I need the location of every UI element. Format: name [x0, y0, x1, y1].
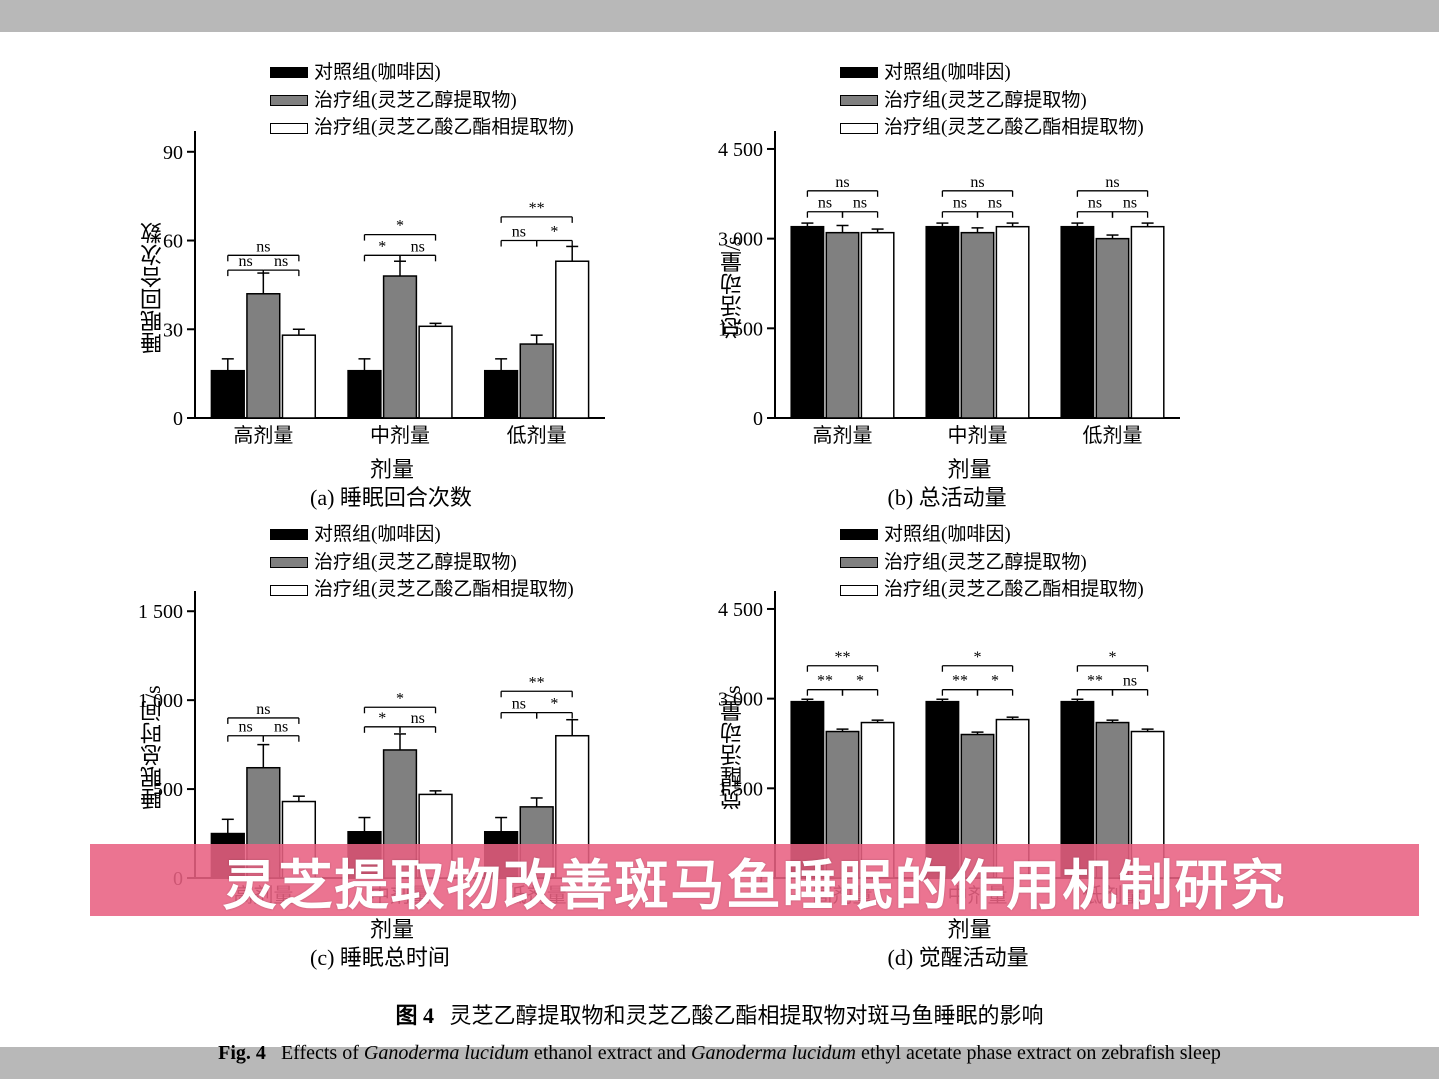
subtitle-b: (b) 总活动量 [888, 480, 1007, 512]
ylabel-b: 总活动量/s [717, 208, 749, 368]
svg-text:90: 90 [163, 142, 183, 164]
subtitle-a: (a) 睡眠回合次数 [310, 480, 472, 512]
svg-text:**: ** [529, 200, 545, 217]
svg-text:低剂量: 低剂量 [1083, 424, 1143, 447]
ylabel-a: 睡眠回合次数 [137, 208, 169, 368]
svg-text:ns: ns [818, 195, 832, 212]
svg-text:0: 0 [753, 408, 763, 430]
subtitle-c: (c) 睡眠总时间 [310, 940, 450, 972]
svg-text:高剂量: 高剂量 [233, 424, 293, 447]
svg-text:ns: ns [970, 174, 984, 191]
svg-text:ns: ns [411, 710, 425, 727]
svg-text:ns: ns [274, 719, 288, 736]
svg-text:ns: ns [512, 696, 526, 713]
svg-text:ns: ns [853, 195, 867, 212]
svg-text:**: ** [1087, 673, 1103, 690]
caption-en-after: ethyl acetate phase extract on zebrafish… [856, 1042, 1221, 1064]
svg-text:ns: ns [238, 719, 252, 736]
svg-text:ns: ns [835, 174, 849, 191]
svg-text:中剂量: 中剂量 [948, 424, 1008, 447]
svg-text:*: * [991, 673, 999, 690]
caption-en-before: Effects of [281, 1042, 364, 1064]
svg-text:4 500: 4 500 [718, 599, 763, 621]
svg-text:ns: ns [988, 195, 1002, 212]
svg-text:ns: ns [411, 238, 425, 255]
stage: 对照组(咖啡因)治疗组(灵芝乙醇提取物)治疗组(灵芝乙酸乙酯相提取物) 0306… [0, 0, 1439, 1079]
svg-text:ns: ns [953, 195, 967, 212]
ylabel-c: 睡眠总时间/s [137, 668, 169, 828]
caption-cn-text: 灵芝乙醇提取物和灵芝乙酸乙酯相提取物对斑马鱼睡眠的影响 [450, 1003, 1044, 1028]
svg-text:**: ** [835, 649, 851, 666]
svg-text:ns: ns [1105, 174, 1119, 191]
svg-text:*: * [856, 673, 864, 690]
caption-en-it2: Ganoderma lucidum [691, 1042, 856, 1064]
panel-a: 0306090高剂量nsnsns中剂量*ns*低剂量ns*** [135, 62, 695, 502]
svg-text:*: * [1109, 649, 1117, 666]
subtitle-d: (d) 觉醒活动量 [888, 940, 1029, 972]
svg-text:*: * [378, 710, 386, 727]
svg-text:*: * [396, 218, 404, 235]
svg-text:*: * [974, 649, 982, 666]
title-overlay-text: 灵芝提取物改善斑马鱼睡眠的作用机制研究 [223, 841, 1287, 920]
svg-text:4 500: 4 500 [718, 139, 763, 161]
svg-text:*: * [550, 224, 558, 241]
caption-en-mid: ethanol extract and [529, 1042, 691, 1064]
svg-text:中剂量: 中剂量 [370, 424, 430, 447]
caption-cn-tag: 图 4 [395, 1003, 434, 1028]
caption-en-it1: Ganoderma lucidum [364, 1042, 529, 1064]
caption-en-tag: Fig. 4 [218, 1042, 266, 1064]
svg-text:*: * [378, 238, 386, 255]
caption-en: Fig. 4 Effects of Ganoderma lucidum etha… [0, 1042, 1439, 1065]
svg-text:ns: ns [1123, 195, 1137, 212]
svg-text:1 500: 1 500 [138, 601, 183, 623]
svg-text:**: ** [529, 674, 545, 691]
svg-text:ns: ns [1088, 195, 1102, 212]
caption-cn: 图 4 灵芝乙醇提取物和灵芝乙酸乙酯相提取物对斑马鱼睡眠的影响 [0, 998, 1439, 1030]
svg-text:ns: ns [256, 701, 270, 718]
svg-text:ns: ns [512, 224, 526, 241]
svg-text:ns: ns [256, 238, 270, 255]
figure-area: 对照组(咖啡因)治疗组(灵芝乙醇提取物)治疗组(灵芝乙酸乙酯相提取物) 0306… [0, 32, 1439, 1047]
title-overlay-banner: 灵芝提取物改善斑马鱼睡眠的作用机制研究 [90, 844, 1419, 916]
svg-text:**: ** [817, 673, 833, 690]
svg-text:ns: ns [1123, 673, 1137, 690]
svg-text:*: * [396, 690, 404, 707]
svg-text:0: 0 [173, 408, 183, 430]
svg-text:*: * [550, 696, 558, 713]
svg-text:低剂量: 低剂量 [507, 424, 567, 447]
svg-text:**: ** [952, 673, 968, 690]
panel-b: 01 5003 0004 500高剂量nsnsns中剂量nsnsns低剂量nsn… [700, 62, 1270, 502]
svg-text:高剂量: 高剂量 [813, 424, 873, 447]
ylabel-d: 觉醒活动量/s [717, 668, 749, 828]
